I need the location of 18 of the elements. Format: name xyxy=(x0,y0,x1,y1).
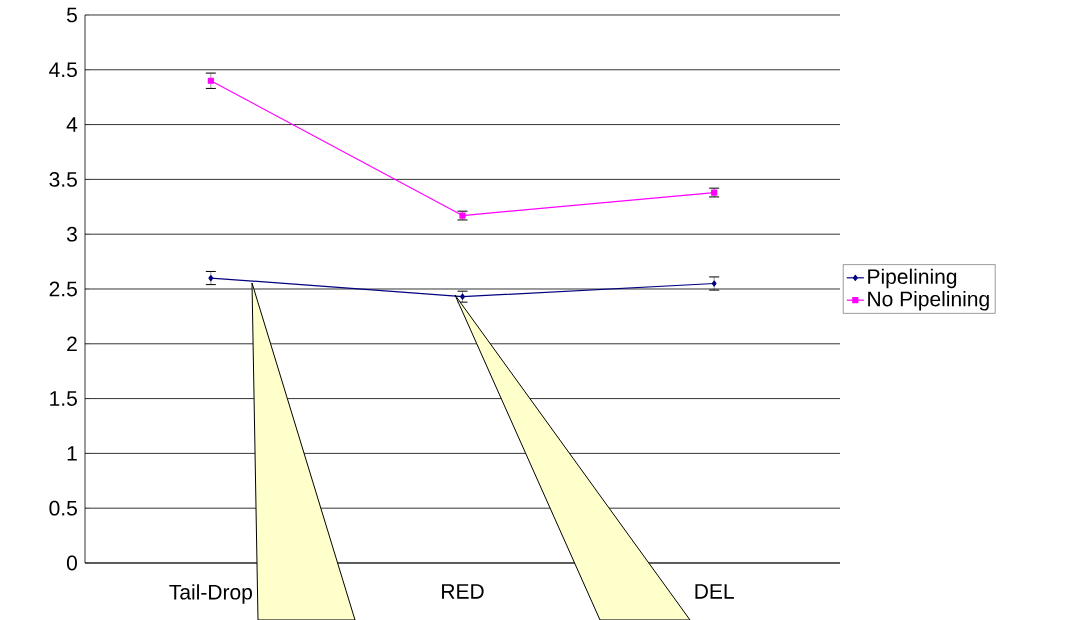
x-tick-label: Tail-Drop xyxy=(169,584,252,604)
legend-label: Pipelining xyxy=(868,268,957,289)
legend-label: No Pipelining xyxy=(868,290,989,311)
y-tick-label: 3 xyxy=(66,226,77,242)
x-tick-label: RED xyxy=(442,584,484,599)
y-tick-label: 1 xyxy=(67,446,77,461)
point xyxy=(207,77,214,84)
y-tick-label: 0.5 xyxy=(49,500,77,516)
y-tick-label: 4 xyxy=(66,117,78,132)
y-tick-label: 2 xyxy=(67,336,77,352)
x-tick-label: DEL xyxy=(695,584,734,599)
y-tick-label: 0 xyxy=(66,555,77,571)
point xyxy=(711,280,717,287)
y-tick-label: 2.5 xyxy=(49,281,77,297)
y-tick-label: 4.5 xyxy=(49,62,77,78)
y-tick-label: 5 xyxy=(66,7,77,23)
y-tick-label: 3.5 xyxy=(49,171,77,187)
y-tick-label: 1.5 xyxy=(50,391,77,406)
